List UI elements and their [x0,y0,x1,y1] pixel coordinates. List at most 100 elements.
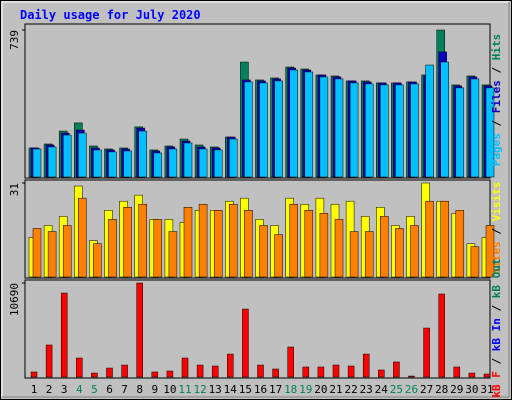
bar [287,346,294,378]
bar [123,150,132,178]
x-tick-label: 5 [91,383,98,396]
bar [470,246,480,278]
bar [347,365,355,378]
bar [78,197,87,278]
x-tick-label: 31 [480,383,493,396]
bar [423,327,430,378]
bar [317,366,325,378]
bar [151,371,159,378]
x-tick-label: 28 [435,383,448,396]
bar [304,71,314,178]
x-tick-label: 11 [178,383,191,396]
bar [93,149,102,178]
bar [47,146,57,178]
x-tick-label: 8 [136,383,143,396]
bar [227,353,234,378]
bar [332,364,340,378]
x-tick-label: 19 [299,383,312,396]
legend: Sites / Visits [490,182,503,275]
bar [274,80,283,178]
legend-separator: / [490,351,503,371]
x-tick-label: 10 [163,383,176,396]
x-tick-label: 15 [239,383,252,396]
bar [485,87,495,178]
x-tick-label: 3 [61,383,68,396]
bar [410,225,419,278]
bar [76,357,83,378]
bar [153,219,163,278]
x-tick-label: 29 [450,383,463,396]
bar [244,210,253,278]
x-tick-label: 30 [465,383,478,396]
bar [123,207,132,278]
bar [32,148,42,178]
x-tick-label: 25 [390,383,403,396]
x-tick-label: 6 [106,383,113,396]
bar [289,203,298,278]
bar [453,366,461,378]
legend-label: Visits [490,182,503,222]
y-tick-label: 31 [8,183,21,196]
bar [302,366,310,378]
bar [334,219,344,278]
bar [319,76,329,178]
bar [455,210,465,278]
bar [62,225,72,278]
bar [380,216,389,278]
bar [349,82,359,178]
bar [393,361,400,378]
legend: Pages / Files / Hits [490,34,503,167]
bar [259,82,268,178]
legend-separator: / [490,113,503,133]
bar [166,370,174,378]
bar [468,372,476,378]
legend-label: kB In [490,318,503,351]
legend-label: Pages [490,133,503,166]
bar [440,200,449,278]
bar [138,203,147,278]
plot-area [24,279,491,379]
bar [60,292,68,378]
legend-label: Sites [490,241,503,274]
bar [198,203,208,278]
bar [364,83,374,178]
bar [196,364,204,378]
legend-separator: / [490,298,503,318]
bar [121,364,128,378]
bar [395,228,404,278]
legend-label: Hits [490,34,503,61]
legend-separator: / [490,221,503,241]
bar [425,200,434,278]
bar [334,78,344,178]
bar [425,64,434,178]
bar [32,228,42,278]
bar [106,367,113,378]
bar [274,234,283,278]
x-tick-label: 4 [76,383,83,396]
x-tick-label: 21 [329,383,342,396]
bar [319,213,329,278]
bar [30,371,38,378]
bar [62,134,72,178]
bar [181,357,189,378]
bar [395,84,404,178]
bar [259,225,268,278]
x-tick-label: 14 [224,383,238,396]
bar [364,231,374,278]
x-tick-label: 24 [375,383,389,396]
bar [198,148,208,178]
bar [47,231,57,278]
bar [168,231,178,278]
bar [349,231,359,278]
bar [108,151,117,178]
bar [408,375,415,378]
bar [438,293,445,378]
x-tick-label: 13 [209,383,222,396]
bar [257,364,264,378]
bar [378,369,385,378]
legend-label: kB Out [490,258,503,298]
bar [289,69,298,178]
y-tick-label: 10690 [8,283,21,316]
bar [410,83,419,178]
x-tick-label: 23 [360,383,373,396]
